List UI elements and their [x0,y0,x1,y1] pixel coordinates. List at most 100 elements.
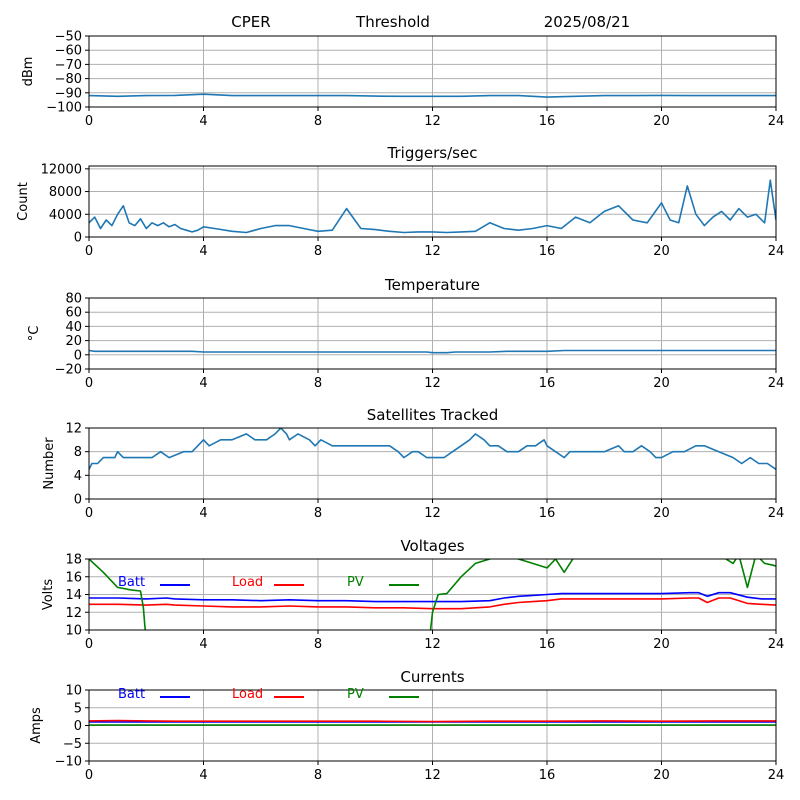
x-tick-label: 8 [314,376,322,391]
legend-label-batt: Batt [118,575,145,590]
y-tick-label: 60 [65,306,82,321]
y-tick-label: −90 [55,86,82,101]
y-tick-label: 12 [65,606,82,621]
y-tick-label: 4000 [49,208,82,223]
x-tick-label: 20 [653,244,670,259]
y-tick-label: −50 [55,30,82,45]
y-tick-label: 10 [65,624,82,639]
x-tick-label: 20 [653,506,670,521]
y-axis-label: °C [27,326,42,342]
y-tick-label: 14 [65,588,82,603]
chart-panel-5: 0 4 8 12 16 20 24 10 12 14 16 18 Voltages Volts Batt Lo… [41,537,784,652]
x-tick-label: 20 [653,637,670,652]
x-tick-label: 20 [653,768,670,783]
y-tick-label: −80 [55,72,82,87]
x-tick-label: 4 [199,114,207,129]
y-tick-label: 12000 [41,162,82,177]
series-line-load [89,597,776,610]
x-tick-label: 20 [653,114,670,129]
y-tick-label: −10 [55,755,82,770]
y-tick-label: 18 [65,553,82,568]
panel-title: Voltages [400,537,464,555]
series-group [89,428,776,471]
x-tick-label: 4 [199,244,207,259]
chart-panel-1: 0 4 8 12 16 20 24 −100−90−80−70−60−50 dBm [21,30,784,130]
y-tick-label: 5 [74,701,82,716]
y-tick-label: 16 [65,570,82,585]
x-tick-label: 0 [85,244,93,259]
header-date: 2025/08/21 [544,13,630,31]
x-tick-label: 12 [424,114,441,129]
x-tick-label: 20 [653,376,670,391]
chart-panel-6: 0 4 8 12 16 20 24 −10 −5 0 5 10 Currents Amps Batt Load… [29,668,784,783]
y-tick-label: −70 [55,58,82,73]
y-tick-label: 0 [74,719,82,734]
y-tick-label: 0 [74,493,82,508]
y-tick-label: 4 [74,469,82,484]
legend-label-batt: Batt [118,687,145,702]
y-tick-label: 12 [65,422,82,437]
y-tick-label: 8 [74,445,82,460]
series-line-1 [89,179,776,234]
x-tick-label: 24 [768,768,785,783]
panel-title: Currents [400,668,464,686]
x-tick-label: 16 [539,506,556,521]
legend-label-load: Load [232,687,263,702]
y-tick-label: 40 [65,320,82,335]
x-tick-label: 8 [314,637,322,652]
y-axis-label: dBm [21,57,36,87]
x-tick-label: 16 [539,768,556,783]
panel-title: Triggers/sec [387,144,478,162]
x-tick-label: 24 [768,376,785,391]
legend-label-pv: PV [347,575,364,590]
header-site: CPER [231,13,270,31]
x-tick-label: 24 [768,506,785,521]
chart-panel-2: 0 4 8 12 16 20 24 0 4000 8000 12000 Triggers/sec Cou… [16,144,784,259]
series-line-1 [89,93,776,98]
x-tick-label: 8 [314,768,322,783]
y-axis-label: Number [42,437,57,490]
series-line-pv [89,559,776,630]
x-tick-label: 12 [424,768,441,783]
y-axis-label: Volts [41,579,56,611]
y-tick-label: 20 [65,334,82,349]
x-tick-label: 8 [314,114,322,129]
x-tick-label: 4 [199,768,207,783]
x-tick-label: 24 [768,244,785,259]
x-tick-label: 16 [539,244,556,259]
series-group [89,179,776,234]
y-tick-label: −5 [63,737,82,752]
y-axis-label: Count [16,182,31,221]
x-tick-label: 16 [539,114,556,129]
legend-label-load: Load [232,575,263,590]
x-tick-label: 12 [424,244,441,259]
x-tick-label: 4 [199,637,207,652]
series-line-1 [89,428,776,471]
series-group [89,719,776,726]
x-tick-label: 0 [85,637,93,652]
series-line-batt [89,591,776,603]
x-tick-label: 24 [768,637,785,652]
x-tick-label: 24 [768,114,785,129]
chart-panel-4: 0 4 8 12 16 20 24 0 4 8 12 Satellites Tracked Number [42,406,784,521]
x-tick-label: 12 [424,506,441,521]
x-tick-label: 8 [314,506,322,521]
y-tick-label: 80 [65,292,82,307]
y-tick-label: −20 [55,363,82,378]
series-group [89,559,776,630]
y-tick-label: 0 [74,231,82,246]
y-axis-label: Amps [29,707,44,744]
y-tick-label: −100 [46,101,82,116]
panel-title: Satellites Tracked [367,406,498,424]
x-tick-label: 0 [85,768,93,783]
x-tick-label: 0 [85,376,93,391]
y-tick-label: 0 [74,348,82,363]
series-group [89,349,776,354]
series-group [89,93,776,98]
header-mode: Threshold [355,13,430,31]
x-tick-label: 0 [85,506,93,521]
x-tick-label: 0 [85,114,93,129]
